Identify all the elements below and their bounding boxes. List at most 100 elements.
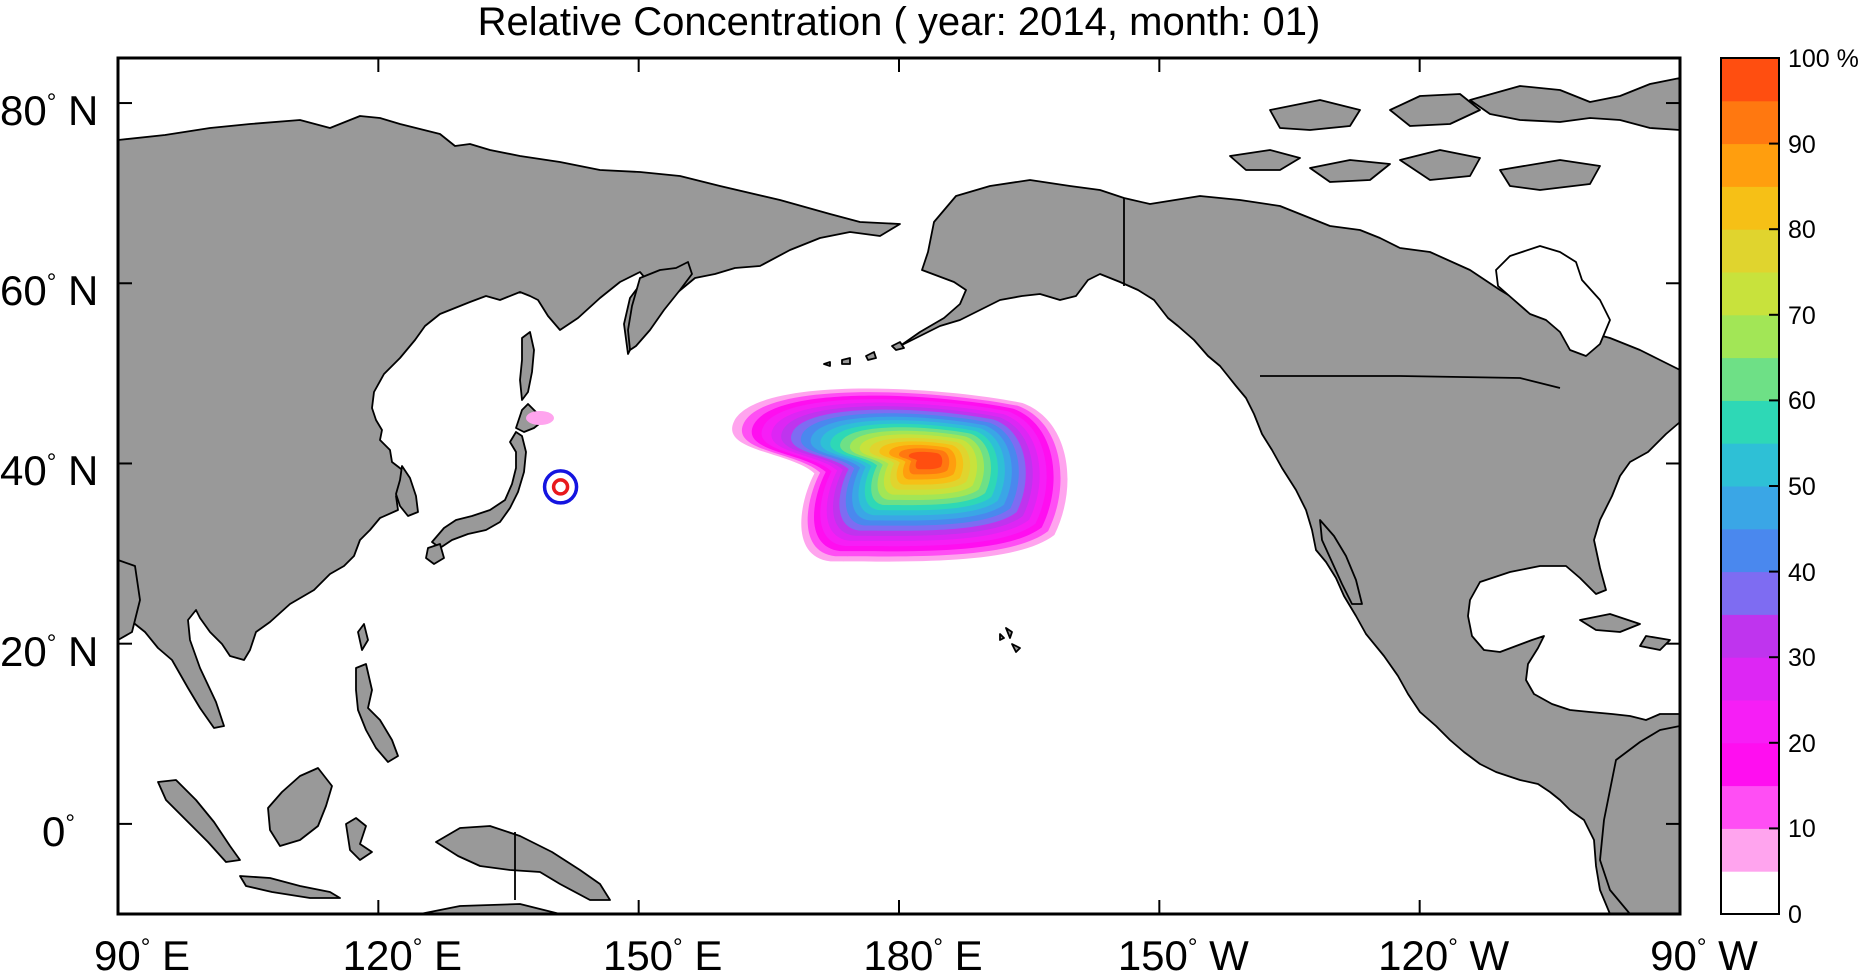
longitude-hemisphere: E — [943, 932, 983, 979]
landmass-sumatra — [157, 779, 241, 863]
landmass-java — [239, 875, 341, 899]
landmass-caribbean — [1579, 613, 1671, 651]
landmass-korea — [395, 465, 419, 517]
colorbar-label: 70 — [1788, 301, 1816, 330]
longitude-label: 120° E — [342, 932, 463, 979]
landmass-hawaii — [999, 627, 1021, 653]
colorbar-swatch — [1721, 828, 1779, 872]
canada-us-border — [1260, 375, 1561, 389]
latitude-hemisphere: N — [56, 447, 99, 495]
latitude-hemisphere: N — [56, 627, 99, 675]
longitude-ticks — [117, 58, 1681, 914]
landmass-kyushu — [425, 543, 445, 565]
longitude-degrees: 180 — [863, 932, 934, 979]
longitude-label: 180° E — [863, 932, 983, 979]
colorbar-max-label: 100 % — [1788, 45, 1859, 73]
landmass-aleutians — [823, 341, 905, 367]
longitude-hemisphere: E — [422, 932, 463, 979]
landmass-south-asia — [118, 559, 141, 641]
latitude-label: 20° N — [0, 627, 99, 675]
colorbar-swatch — [1721, 186, 1779, 230]
latitude-degrees: 0 — [42, 807, 66, 855]
colorbar-swatch — [1721, 58, 1779, 102]
longitude-hemisphere: E — [682, 932, 723, 979]
latitude-degrees: 80 — [0, 87, 47, 135]
longitude-label: 90° E — [93, 932, 191, 979]
landmass-sakhalin — [519, 331, 535, 401]
colorbar-swatch — [1721, 528, 1779, 573]
landmass-south-america — [1599, 725, 1680, 914]
colorbar-label: 80 — [1788, 216, 1816, 245]
longitude-label: 90° W — [1650, 932, 1758, 979]
colorbar-label: 60 — [1788, 387, 1816, 416]
colorbar-swatch — [1721, 486, 1779, 530]
longitude-hemisphere: W — [1197, 932, 1249, 979]
longitude-degrees: 120 — [342, 932, 413, 979]
latitude-degrees: 20 — [0, 627, 47, 675]
longitude-label: 120° W — [1378, 932, 1510, 979]
landmass-sulawesi — [345, 817, 373, 861]
landmass-baja — [1319, 519, 1363, 605]
longitude-degrees: 120 — [1378, 932, 1449, 979]
landmass-philippines — [355, 663, 399, 763]
colorbar-label: 0 — [1788, 901, 1802, 929]
longitude-degrees: 150 — [602, 932, 674, 979]
landmass-australia — [419, 903, 561, 914]
landmass-japan — [431, 431, 527, 549]
colorbar-swatch — [1721, 571, 1779, 615]
longitude-degrees: 90 — [1650, 932, 1697, 979]
colorbar-swatch — [1721, 785, 1779, 829]
plume-patch — [526, 411, 554, 425]
latitude-label: 80° N — [0, 87, 99, 135]
hudson-bay — [1495, 245, 1611, 357]
plume-band — [908, 451, 943, 470]
colorbar-swatch — [1721, 700, 1779, 744]
concentration-plume — [526, 388, 1068, 562]
colorbar-swatch — [1721, 443, 1779, 487]
colorbar-label: 10 — [1788, 815, 1816, 844]
colorbar-swatch — [1721, 357, 1779, 401]
colorbar-label: 90 — [1788, 130, 1816, 159]
latitude-degrees: 60 — [0, 267, 47, 315]
latitude-label: 0° — [42, 807, 75, 855]
colorbar — [1721, 58, 1779, 915]
colorbar-swatch — [1721, 314, 1779, 359]
landmass-kamchatka — [627, 261, 693, 351]
landmass-arctic-islands — [1229, 77, 1680, 191]
landmass-asia — [118, 115, 901, 729]
latitude-label: 40° N — [0, 447, 99, 495]
longitude-degrees: 90 — [93, 932, 141, 979]
colorbar-swatch — [1721, 400, 1779, 444]
map-title: Relative Concentration ( year: 2014, mon… — [477, 0, 1321, 44]
source-inner-ring — [551, 478, 570, 496]
colorbar-swatch — [1721, 871, 1779, 915]
colorbar-label: 50 — [1788, 473, 1816, 501]
landmass-borneo — [267, 767, 333, 847]
longitude-hemisphere: W — [1706, 932, 1758, 979]
colorbar-label: 40 — [1788, 558, 1816, 587]
colorbar-swatch — [1721, 657, 1779, 701]
colorbar-ticks — [1769, 57, 1779, 915]
source-marker — [542, 469, 579, 505]
colorbar-swatch — [1721, 272, 1779, 316]
colorbar-swatch — [1721, 614, 1779, 658]
colorbar-swatch — [1721, 742, 1779, 787]
longitude-label: 150° E — [602, 932, 723, 979]
longitude-hemisphere: W — [1457, 932, 1510, 979]
colorbar-label: 30 — [1788, 644, 1816, 673]
colorbar-swatch — [1721, 229, 1779, 273]
colorbar-swatch — [1721, 100, 1779, 145]
longitude-label: 150° W — [1117, 932, 1249, 979]
latitude-label: 60° N — [0, 267, 99, 315]
latitude-hemisphere: N — [56, 267, 99, 315]
longitude-degrees: 150 — [1117, 932, 1188, 979]
latitude-hemisphere: N — [56, 87, 99, 135]
landmass-new-guinea — [435, 825, 611, 901]
landmass-taiwan — [357, 623, 369, 651]
colorbar-label: 20 — [1788, 729, 1816, 758]
latitude-ticks — [118, 102, 1680, 825]
latitude-degrees: 40 — [0, 447, 47, 495]
colorbar-swatch — [1721, 143, 1779, 187]
longitude-hemisphere: E — [150, 932, 191, 979]
